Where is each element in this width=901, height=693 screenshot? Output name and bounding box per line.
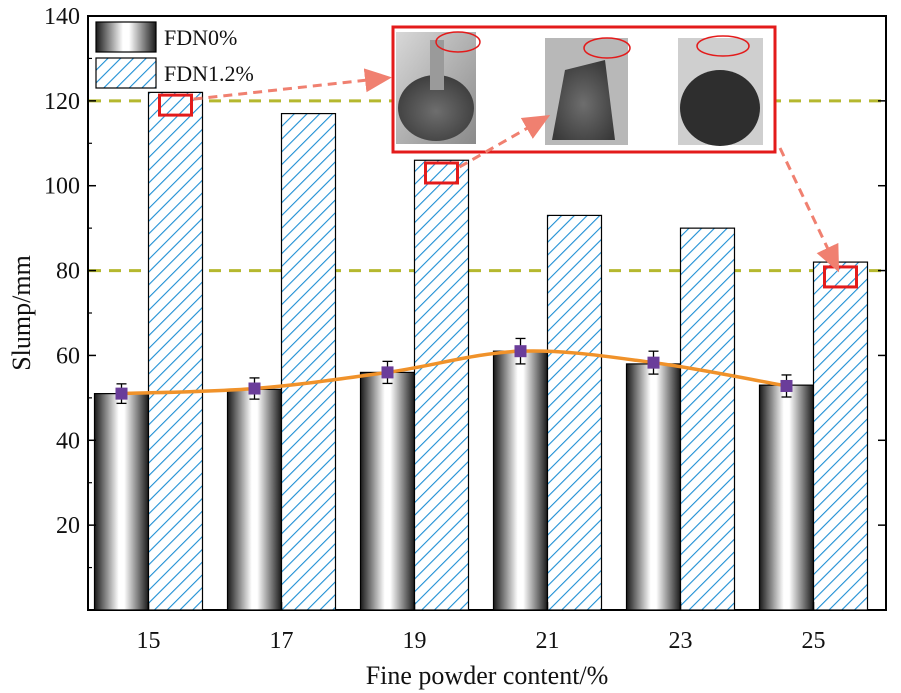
highlight-box-25 — [823, 265, 858, 289]
bar-fdn12-25 — [812, 261, 869, 611]
error-point-17 — [248, 377, 261, 400]
error-point-21 — [514, 337, 527, 365]
y-axis-label: Slump/mm — [7, 255, 36, 371]
y-axis: 20 40 60 80 100 120 140 — [44, 4, 886, 569]
inset-photo-panel — [391, 25, 777, 154]
error-point-15 — [115, 383, 128, 405]
x-axis-label: Fine powder content/% — [366, 661, 609, 690]
y-tick-label-40: 40 — [56, 428, 80, 454]
y-tick-label-100: 100 — [44, 174, 80, 200]
y-tick-label-60: 60 — [56, 343, 80, 369]
y-tick-label-20: 20 — [56, 513, 80, 539]
bar-fdn0-21 — [492, 350, 549, 611]
highlight-box-15 — [158, 93, 193, 117]
error-bars-group — [115, 337, 793, 405]
callout-arrow-25 — [778, 147, 840, 273]
x-tick-label-19: 19 — [403, 628, 427, 654]
legend: FDN0% FDN1.2% — [95, 21, 254, 89]
legend-label-fdn0: FDN0% — [164, 25, 237, 50]
bar-fdn0-23 — [625, 363, 682, 611]
trend-line — [121, 349, 787, 396]
trend-line-group — [121, 349, 787, 396]
bar-fdn0-17 — [226, 388, 283, 611]
callout-arrow-15 — [193, 68, 392, 101]
bar-fdn12-23 — [679, 227, 736, 611]
callout-arrow-19 — [458, 115, 551, 169]
legend-swatch-fdn12 — [95, 57, 157, 89]
bar-fdn12-19 — [413, 159, 470, 611]
bars-group — [93, 91, 869, 611]
x-tick-label-25: 25 — [802, 628, 826, 654]
slump-photo-2 — [545, 37, 631, 145]
x-tick-label-17: 17 — [270, 628, 294, 654]
bar-fdn12-17 — [280, 112, 337, 611]
bar-fdn0-15 — [93, 393, 150, 611]
highlight-box-19 — [424, 161, 459, 185]
y-tick-label-140: 140 — [44, 4, 80, 30]
x-axis: 15 17 19 21 23 25 — [137, 602, 826, 654]
bar-fdn0-25 — [758, 384, 815, 611]
callout-arrows — [193, 68, 840, 273]
error-point-23 — [647, 350, 660, 375]
bar-fdn12-15 — [147, 91, 204, 611]
y-tick-label-120: 120 — [44, 89, 80, 115]
error-point-25 — [780, 374, 793, 398]
legend-label-fdn12: FDN1.2% — [164, 61, 254, 86]
error-point-19 — [381, 360, 394, 385]
x-tick-label-21: 21 — [536, 628, 560, 654]
slump-photo-1 — [396, 31, 481, 144]
highlight-boxes — [158, 93, 858, 289]
x-tick-label-15: 15 — [137, 628, 161, 654]
x-tick-label-23: 23 — [669, 628, 693, 654]
slump-photo-3 — [678, 35, 763, 146]
bar-fdn12-21 — [546, 214, 603, 611]
legend-swatch-fdn0 — [95, 21, 157, 53]
bar-fdn0-19 — [359, 371, 416, 611]
y-tick-label-80: 80 — [56, 259, 80, 285]
